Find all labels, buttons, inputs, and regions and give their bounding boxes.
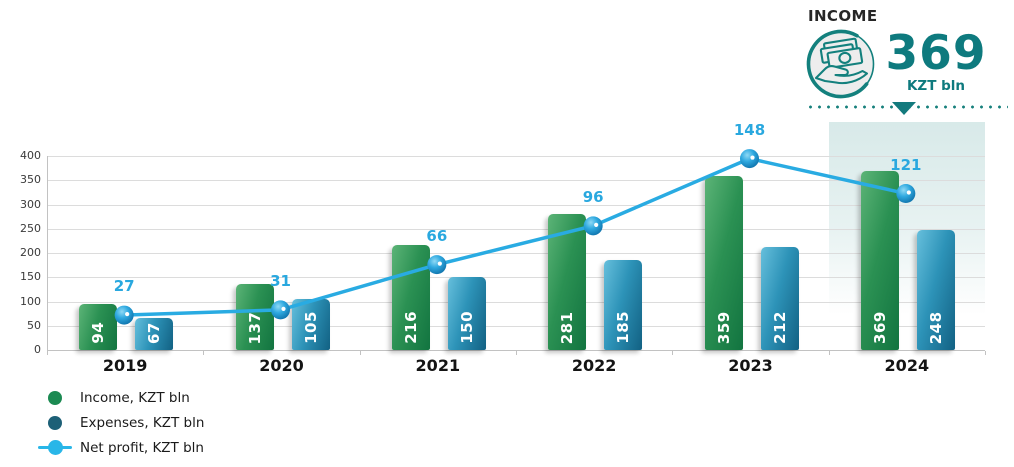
x-axis-tick	[828, 351, 830, 355]
legend-label: Expenses, KZT bln	[80, 414, 205, 431]
x-axis-tick	[203, 351, 205, 355]
bar-value-label: 248	[926, 311, 945, 344]
x-axis-tick	[47, 351, 48, 355]
gridline	[47, 253, 985, 254]
legend-item-net-profit: Net profit, KZT bln	[36, 435, 204, 460]
y-tick-label: 150	[20, 270, 41, 284]
x-axis-label: 2021	[415, 356, 461, 375]
bar-value-label: 212	[770, 311, 789, 344]
expenses-bar	[135, 317, 174, 350]
panel-title: INCOME	[808, 7, 878, 25]
net-profit-marker	[583, 216, 603, 236]
y-tick-label: 300	[20, 197, 41, 211]
bar-value-label: 94	[89, 322, 108, 344]
gridline	[47, 325, 985, 327]
legend-label: Income, KZT bln	[80, 389, 190, 406]
gridline	[47, 228, 985, 230]
x-axis-label: 2022	[571, 356, 617, 375]
bar-value-label: 137	[245, 311, 264, 344]
bar-value-label: 67	[145, 322, 164, 344]
highlight-band	[828, 122, 985, 315]
x-axis-tick	[359, 351, 361, 355]
pointer-down-triangle-icon	[892, 102, 916, 115]
y-tick-label: 350	[20, 173, 41, 187]
legend-item-income: Income, KZT bln	[36, 385, 204, 410]
net-profit-marker	[427, 255, 447, 275]
x-axis-label: 2023	[728, 356, 773, 375]
x-axis-label: 2019	[102, 356, 148, 375]
net-profit-swatch-icon	[36, 440, 74, 455]
y-tick-label: 0	[34, 343, 41, 356]
net-profit-value-label: 121	[890, 155, 922, 174]
net-profit-value-label: 96	[582, 187, 604, 206]
y-tick-label: 200	[20, 246, 41, 259]
income-bar	[79, 304, 118, 350]
income-swatch-icon	[36, 390, 74, 405]
panel-unit: KZT bln	[906, 77, 966, 94]
x-axis-tick	[672, 351, 674, 355]
gridline	[47, 277, 985, 279]
bar-value-label: 185	[614, 311, 633, 344]
bar-value-label: 105	[301, 311, 320, 344]
expenses-swatch-icon	[36, 415, 74, 430]
bar-value-label: 150	[457, 311, 476, 344]
x-axis-tick	[985, 351, 986, 355]
bar-value-label: 369	[870, 311, 889, 344]
x-axis-line	[47, 350, 985, 351]
y-tick-label: 400	[20, 149, 41, 162]
net-profit-value-label: 148	[733, 120, 766, 139]
panel-value: 369	[885, 26, 987, 81]
net-profit-value-label: 27	[113, 277, 135, 296]
gridline	[47, 180, 985, 182]
x-axis-label: 2024	[884, 356, 930, 375]
legend: Income, KZT bln Expenses, KZT bln Net pr…	[36, 385, 204, 460]
y-tick-label: 250	[20, 221, 41, 235]
bar-value-label: 216	[401, 311, 420, 344]
x-axis-label: 2020	[259, 356, 304, 375]
y-tick-label: 100	[20, 294, 41, 308]
money-in-hand-icon	[804, 27, 878, 105]
net-profit-marker	[271, 300, 290, 320]
gridline	[47, 301, 985, 303]
bar-value-label: 281	[558, 311, 577, 344]
net-profit-value-label: 31	[270, 271, 291, 290]
gridline	[47, 156, 985, 157]
y-axis-line	[47, 156, 48, 350]
net-profit-marker	[114, 305, 134, 325]
y-tick-label: 50	[27, 318, 41, 332]
gridline	[47, 204, 985, 206]
legend-label: Net profit, KZT bln	[80, 439, 204, 456]
expenses-bar	[916, 229, 955, 350]
legend-item-expenses: Expenses, KZT bln	[36, 410, 204, 435]
net-profit-value-label: 66	[426, 226, 448, 245]
x-axis-tick	[516, 351, 517, 355]
panel-value-block: 369 KZT bln	[884, 28, 988, 94]
bar-value-label: 359	[714, 311, 733, 344]
net-profit-marker	[740, 149, 759, 169]
